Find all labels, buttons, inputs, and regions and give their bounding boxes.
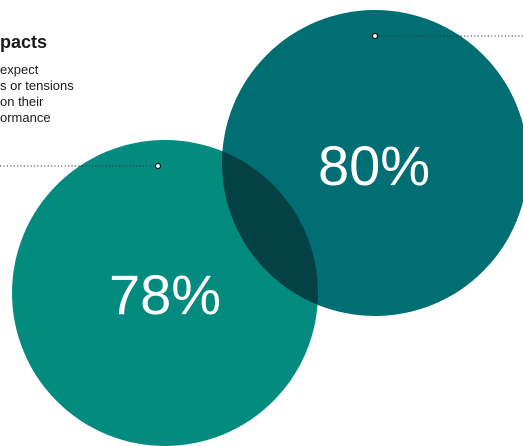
description-line-4: ormance <box>0 110 51 125</box>
description-text: expect s or tensions on their ormance <box>0 62 110 126</box>
left-leader-dot <box>154 162 162 170</box>
description-line-2: s or tensions <box>0 78 74 93</box>
right-percentage: 80% <box>318 134 431 197</box>
section-heading: pacts <box>0 32 48 52</box>
description-line-3: on their <box>0 94 44 109</box>
right-leader-dot <box>371 32 379 40</box>
description-line-1: expect <box>0 62 39 77</box>
overlap-region <box>222 140 318 316</box>
left-percentage: 78% <box>109 263 222 326</box>
